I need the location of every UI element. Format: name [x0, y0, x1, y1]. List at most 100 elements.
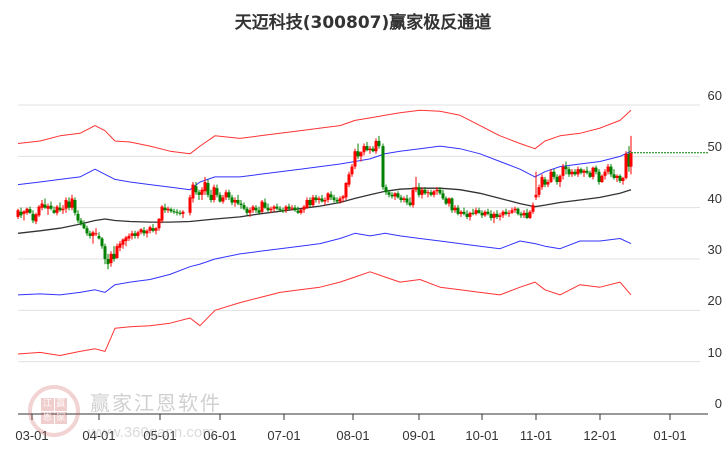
- candle-body: [462, 211, 466, 214]
- candle-body: [570, 171, 574, 175]
- candle-body: [519, 213, 523, 216]
- candle-body: [37, 206, 41, 216]
- candle-body: [103, 246, 107, 260]
- candle-body: [531, 205, 535, 212]
- candle-body: [323, 199, 327, 202]
- candle-body: [314, 197, 318, 200]
- candle-body: [480, 212, 484, 216]
- x-tick-label: 08-01: [336, 428, 370, 443]
- candle-body: [504, 211, 508, 214]
- x-tick-label: 06-01: [203, 428, 237, 443]
- candle-body: [172, 211, 176, 213]
- candle-body: [471, 212, 475, 214]
- candle-body: [621, 177, 625, 181]
- candle-body: [405, 198, 409, 203]
- candle-body: [374, 140, 378, 152]
- y-tick-label: 0: [714, 396, 722, 411]
- candle-body: [483, 211, 487, 216]
- candle-body: [474, 210, 478, 214]
- candle-body: [377, 140, 381, 147]
- candle-body: [52, 210, 56, 213]
- candle-body: [624, 153, 628, 178]
- candle-body: [91, 232, 95, 236]
- candle-body: [501, 211, 505, 216]
- candle-body: [317, 198, 321, 200]
- candle-body: [269, 208, 273, 211]
- channel-line: [17, 145, 632, 191]
- channel-line: [17, 187, 632, 234]
- candle-body: [420, 189, 424, 195]
- candle-body: [486, 211, 490, 214]
- candle-body: [381, 146, 385, 188]
- candle-body: [429, 192, 433, 195]
- candle-body: [88, 233, 92, 236]
- candle-body: [320, 198, 324, 202]
- candle-body: [287, 206, 291, 209]
- candle-body: [133, 233, 137, 236]
- candle-body: [384, 187, 388, 193]
- candle-body: [175, 211, 179, 213]
- candle-body: [564, 166, 568, 170]
- x-tick-label: 04-01: [82, 428, 116, 443]
- candle-body: [450, 198, 454, 211]
- candle-body: [435, 189, 439, 192]
- candle-body: [97, 235, 101, 239]
- candle-body: [260, 201, 264, 212]
- channel-lines: [17, 109, 632, 356]
- candle-body: [335, 199, 339, 202]
- candle-body: [629, 152, 633, 167]
- candle-body: [468, 212, 472, 217]
- candle-body: [275, 206, 279, 209]
- x-tick-label: 07-01: [267, 428, 301, 443]
- candle-body: [212, 187, 216, 200]
- candle-body: [329, 194, 333, 198]
- x-tick-label: 09-01: [402, 428, 436, 443]
- candle-body: [492, 213, 496, 218]
- candle-body: [194, 186, 198, 193]
- candle-body: [160, 206, 164, 221]
- candle-body: [248, 210, 252, 213]
- candle-body: [233, 199, 237, 203]
- candle-body: [411, 189, 415, 206]
- candle-body: [76, 213, 80, 221]
- candle-body: [100, 238, 104, 247]
- candle-body: [227, 192, 231, 198]
- candle-body: [242, 205, 246, 209]
- candle-body: [127, 235, 131, 239]
- candle-body: [408, 202, 412, 206]
- candle-body: [215, 188, 219, 195]
- candle-body: [534, 194, 538, 198]
- candle-body: [79, 220, 83, 225]
- candle-body: [546, 182, 550, 185]
- candle-body: [603, 171, 607, 176]
- candle-body: [142, 230, 146, 234]
- candle-body: [118, 243, 122, 248]
- candle-body: [308, 199, 312, 206]
- candle-body: [417, 187, 421, 195]
- candle-body: [19, 211, 23, 216]
- y-tick-label: 40: [707, 190, 722, 206]
- candle-body: [396, 193, 400, 198]
- candle-body: [582, 170, 586, 173]
- candle-body: [359, 152, 363, 157]
- y-tick-label: 10: [707, 344, 722, 360]
- candle-body: [43, 204, 47, 208]
- candle-body: [188, 197, 192, 213]
- candle-body: [272, 206, 276, 209]
- watermark-text: 赢家江恩软件: [90, 391, 222, 415]
- x-axis: [18, 413, 708, 420]
- candle-body: [115, 246, 119, 258]
- candle-body: [191, 184, 195, 199]
- candle-body: [46, 206, 50, 209]
- candle-body: [549, 171, 553, 183]
- x-tick-label: 01-01: [653, 428, 687, 443]
- watermark-logo-char: 赢: [54, 398, 67, 411]
- candle-body: [414, 187, 418, 190]
- candle-body: [166, 208, 170, 211]
- candle-body: [507, 212, 511, 214]
- candle-body: [61, 208, 65, 211]
- candle-body: [522, 212, 526, 216]
- watermark-logo-char: 家: [54, 411, 67, 424]
- watermark-logo-icon: 江 赢 恩 家: [28, 385, 80, 437]
- candle-body: [513, 208, 517, 211]
